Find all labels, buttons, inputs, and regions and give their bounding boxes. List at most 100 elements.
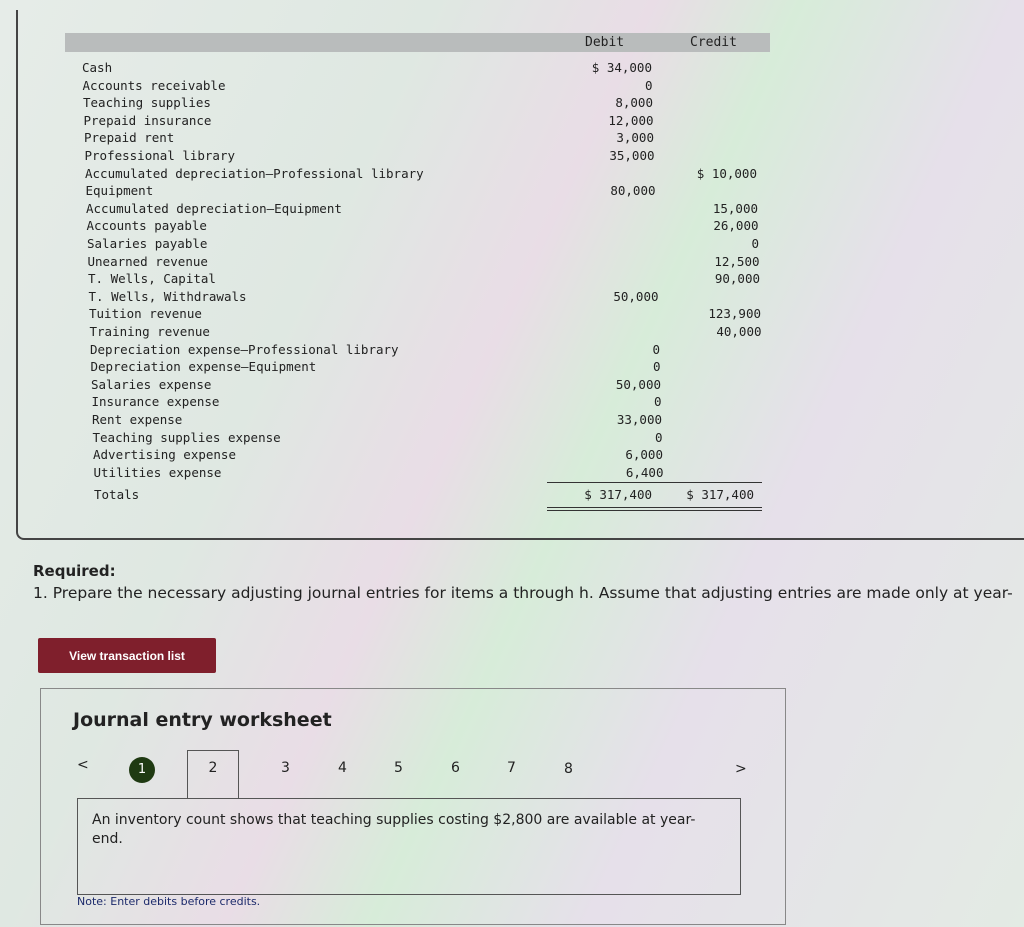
debit-cell: 0: [654, 429, 663, 445]
table-row: Teaching supplies expense 0: [93, 430, 773, 447]
table-row: T. Wells, Withdrawals 50,000: [89, 289, 769, 306]
table-row: Training revenue 40,000: [90, 324, 770, 341]
step-7[interactable]: 7: [507, 760, 516, 776]
debit-cell: 6,000: [625, 447, 663, 463]
account-cell: T. Wells, Capital: [88, 271, 216, 287]
account-cell: Rent expense: [92, 412, 183, 427]
table-row: Equipment 80,000: [86, 183, 766, 200]
table-row: Accumulated depreciation—Professional li…: [85, 166, 765, 183]
account-cell: Teaching supplies expense: [92, 429, 281, 445]
account-cell: Advertising expense: [93, 447, 236, 463]
step-3[interactable]: 3: [281, 760, 290, 776]
table-row: Teaching supplies 8,000: [83, 95, 763, 112]
debit-cell: 50,000: [613, 288, 659, 304]
debit-cell: 80,000: [610, 183, 656, 199]
credit-cell: 12,500: [714, 253, 760, 269]
table-row: Accounts payable 26,000: [87, 218, 767, 235]
credit-cell: 0: [751, 236, 759, 251]
account-cell: Prepaid rent: [84, 130, 175, 146]
debit-cell: 6,400: [625, 464, 664, 480]
credit-cell: 90,000: [714, 271, 760, 287]
account-cell: Training revenue: [89, 324, 210, 339]
view-transaction-list-button[interactable]: View transaction list: [38, 638, 216, 673]
table-row: Advertising expense 6,000: [93, 447, 773, 464]
credit-cell: 15,000: [712, 200, 758, 216]
account-cell: Unearned revenue: [87, 253, 208, 269]
next-chevron-icon[interactable]: >: [735, 761, 747, 777]
account-cell: Salaries payable: [87, 236, 208, 251]
debit-cell: 0: [652, 359, 661, 375]
credit-cell: 26,000: [713, 218, 759, 234]
debit-cell: $ 34,000: [591, 60, 652, 75]
table-row: Depreciation expense—Professional librar…: [90, 342, 770, 359]
step-5[interactable]: 5: [394, 760, 403, 776]
account-cell: Tuition revenue: [89, 306, 202, 322]
account-cell: Depreciation expense—Equipment: [90, 359, 317, 375]
debit-cell: 50,000: [615, 376, 661, 392]
account-cell: Depreciation expense—Professional librar…: [90, 341, 399, 357]
debit-cell: 0: [644, 77, 653, 93]
totals-debit: $ 317,400: [584, 487, 652, 502]
account-cell: Utilities expense: [93, 464, 222, 480]
table-row: Salaries expense 50,000: [91, 377, 771, 394]
prev-chevron-icon[interactable]: <: [77, 757, 89, 773]
credit-header: Credit: [690, 35, 737, 50]
totals-row: Totals $ 317,400 $ 317,400: [94, 487, 774, 504]
table-row: Prepaid insurance 12,000: [84, 113, 764, 130]
worksheet-title: Journal entry worksheet: [73, 709, 332, 731]
table-row: T. Wells, Capital 90,000: [88, 271, 768, 288]
account-cell: Insurance expense: [91, 394, 220, 410]
totals-credit: $ 317,400: [686, 487, 754, 502]
table-row: Rent expense 33,000: [92, 412, 772, 429]
table-row: Unearned revenue 12,500: [88, 254, 768, 271]
account-cell: Accounts payable: [86, 218, 207, 234]
table-row: Tuition revenue 123,900: [89, 306, 769, 323]
account-cell: Accounts receivable: [82, 77, 226, 93]
table-row: Prepaid rent 3,000: [84, 130, 764, 147]
step-2-active-tab[interactable]: 2: [187, 750, 239, 799]
debit-cell: 0: [652, 341, 660, 357]
credit-cell: 123,900: [708, 306, 761, 322]
note-text: Note: Enter debits before credits.: [77, 895, 261, 908]
table-row: Accounts receivable 0: [83, 78, 763, 95]
credit-cell: 40,000: [716, 324, 762, 339]
totals-rule: [547, 482, 762, 483]
table-row: Cash $ 34,000: [82, 60, 762, 77]
account-cell: T. Wells, Withdrawals: [88, 288, 247, 304]
debit-cell: 33,000: [616, 412, 662, 427]
debit-cell: 0: [653, 394, 662, 410]
totals-label: Totals: [94, 487, 140, 502]
table-row: Depreciation expense—Equipment 0: [91, 359, 771, 376]
account-cell: Equipment: [85, 183, 154, 199]
table-row: Utilities expense 6,400: [94, 465, 774, 482]
account-cell: Professional library: [84, 148, 236, 163]
table-row: Accumulated depreciation—Equipment 15,000: [86, 201, 766, 218]
step-8[interactable]: 8: [564, 761, 573, 777]
journal-entry-worksheet: Journal entry worksheet < 1 2 3 4 5 6 7 …: [40, 688, 786, 925]
debit-header: Debit: [585, 35, 625, 50]
account-cell: Accumulated depreciation—Professional li…: [85, 165, 424, 181]
account-cell: Cash: [82, 60, 113, 75]
trial-balance-panel: [16, 10, 1024, 540]
required-heading: Required:: [33, 562, 116, 580]
table-header: Debit Credit: [65, 33, 770, 52]
transaction-description: An inventory count shows that teaching s…: [92, 812, 696, 847]
account-cell: Prepaid insurance: [83, 112, 212, 128]
step-6[interactable]: 6: [451, 760, 460, 776]
transaction-description-box: An inventory count shows that teaching s…: [77, 798, 741, 895]
credit-cell: $ 10,000: [696, 165, 757, 181]
table-row: Professional library 35,000: [85, 148, 765, 165]
required-instruction: 1. Prepare the necessary adjusting journ…: [33, 584, 1013, 602]
account-cell: Salaries expense: [91, 376, 212, 392]
double-rule-1: [547, 507, 762, 508]
account-cell: Accumulated depreciation—Equipment: [86, 200, 342, 216]
double-rule-2: [547, 510, 762, 511]
debit-cell: 35,000: [609, 148, 655, 163]
step-1-completed[interactable]: 1: [129, 757, 155, 783]
table-row: Insurance expense 0: [92, 394, 772, 411]
step-4[interactable]: 4: [338, 760, 347, 776]
debit-cell: 12,000: [608, 112, 654, 128]
debit-cell: 3,000: [616, 130, 654, 146]
debit-cell: 8,000: [615, 95, 653, 111]
table-row: Salaries payable 0: [87, 236, 767, 253]
